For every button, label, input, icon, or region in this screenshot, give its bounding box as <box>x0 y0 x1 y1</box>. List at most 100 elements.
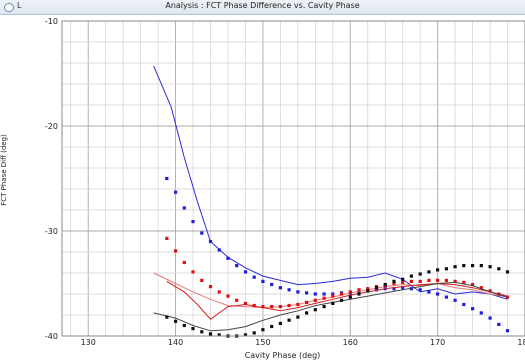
series-marker-6 <box>497 267 501 271</box>
series-marker-4 <box>261 305 265 309</box>
x-tick-label: 170 <box>430 338 445 347</box>
series-marker-4 <box>418 279 422 283</box>
series-marker-1 <box>287 288 291 292</box>
series-marker-1 <box>374 288 379 292</box>
series-marker-6 <box>331 301 335 305</box>
series-marker-6 <box>313 308 317 312</box>
series-marker-4 <box>392 281 396 286</box>
series-marker-6 <box>436 268 440 272</box>
series-marker-4 <box>357 288 361 292</box>
series-marker-1 <box>401 286 405 290</box>
series-marker-1 <box>427 290 431 294</box>
series-marker-4 <box>436 278 440 282</box>
series-marker-4 <box>174 249 178 253</box>
series-line-3 <box>166 280 508 320</box>
series-marker-6 <box>191 327 195 331</box>
series-marker-1 <box>462 302 466 307</box>
series-marker-4 <box>278 305 282 309</box>
series-marker-4 <box>471 282 475 287</box>
series-marker-1 <box>235 264 239 268</box>
series-marker-1 <box>497 322 501 326</box>
series-marker-6 <box>357 292 361 296</box>
window-titlebar: L Analysis : FCT Phase Difference vs. Ca… <box>0 0 525 15</box>
series-marker-6 <box>200 330 204 334</box>
series-marker-6 <box>427 270 431 274</box>
x-tick-label: 180 <box>517 338 525 347</box>
series-marker-6 <box>278 321 282 325</box>
series-marker-4 <box>217 290 221 294</box>
series-marker-4 <box>479 286 483 290</box>
chart-title: Analysis : FCT Phase Difference vs. Cavi… <box>165 1 360 10</box>
series-marker-1 <box>252 275 256 279</box>
series-marker-1 <box>471 307 475 311</box>
series-marker-6 <box>471 264 475 268</box>
y-axis-label: FCT Phase Diff (deg) <box>0 134 8 206</box>
plot-frame <box>61 20 525 337</box>
series-marker-1 <box>296 290 300 294</box>
series-marker-4 <box>287 303 291 308</box>
series-marker-4 <box>322 296 326 300</box>
series-marker-6 <box>392 279 396 283</box>
series-marker-4 <box>182 260 186 265</box>
y-tick-label: -30 <box>45 227 58 236</box>
series-marker-4 <box>339 292 344 296</box>
series-marker-1 <box>305 291 309 295</box>
series-marker-4 <box>453 279 457 283</box>
series-marker-4 <box>313 298 317 302</box>
series-marker-6 <box>217 333 221 337</box>
series-marker-6 <box>252 331 256 335</box>
series-marker-4 <box>348 290 352 294</box>
series-marker-1 <box>278 286 282 290</box>
series-marker-1 <box>182 206 186 210</box>
series-marker-1 <box>418 288 422 292</box>
series-marker-6 <box>453 265 457 269</box>
series-marker-6 <box>401 277 405 281</box>
window-menu-icon[interactable] <box>4 3 14 12</box>
series-marker-4 <box>200 278 204 282</box>
series-marker-4 <box>165 236 169 240</box>
series-marker-4 <box>401 280 405 284</box>
chart-ticks: 130 140 150 160 170 180 -40 -30 -20 -10 <box>45 17 525 347</box>
series-marker-6 <box>444 267 448 271</box>
series-marker-4 <box>331 294 335 298</box>
series-marker-6 <box>374 286 379 290</box>
series-marker-1 <box>165 176 169 181</box>
x-tick-label: 130 <box>81 338 96 347</box>
series-marker-6 <box>287 318 291 322</box>
series-marker-4 <box>409 279 413 283</box>
series-line-0 <box>153 65 508 300</box>
series-marker-1 <box>453 298 457 302</box>
series-marker-1 <box>208 239 213 244</box>
series-marker-4 <box>305 300 309 304</box>
series-marker-1 <box>505 329 510 333</box>
series-marker-6 <box>174 319 178 323</box>
series-marker-6 <box>366 289 370 293</box>
series-marker-1 <box>357 290 361 294</box>
series-marker-6 <box>488 265 492 269</box>
series-marker-6 <box>261 328 265 332</box>
series-marker-6 <box>182 323 186 328</box>
series-marker-4 <box>252 303 256 308</box>
series-marker-4 <box>191 270 195 274</box>
series-marker-1 <box>488 316 492 320</box>
window-label: L <box>17 1 22 10</box>
y-tick-label: -40 <box>45 332 58 341</box>
series-marker-6 <box>462 264 466 268</box>
series-marker-1 <box>322 292 326 296</box>
series-marker-4 <box>243 301 248 305</box>
series-marker-4 <box>296 302 300 307</box>
series-marker-4 <box>462 280 466 284</box>
series-marker-1 <box>261 279 265 283</box>
series-marker-4 <box>488 289 492 293</box>
series-marker-4 <box>226 294 230 298</box>
series-marker-1 <box>200 231 204 235</box>
series-marker-1 <box>243 270 248 274</box>
series-marker-1 <box>217 248 221 252</box>
series-marker-6 <box>418 272 422 276</box>
series-marker-6 <box>505 270 510 274</box>
series-marker-6 <box>479 264 483 268</box>
series-marker-6 <box>339 298 344 302</box>
x-tick-label: 160 <box>343 338 358 347</box>
series-marker-1 <box>191 220 195 224</box>
y-tick-label: -20 <box>45 122 58 131</box>
